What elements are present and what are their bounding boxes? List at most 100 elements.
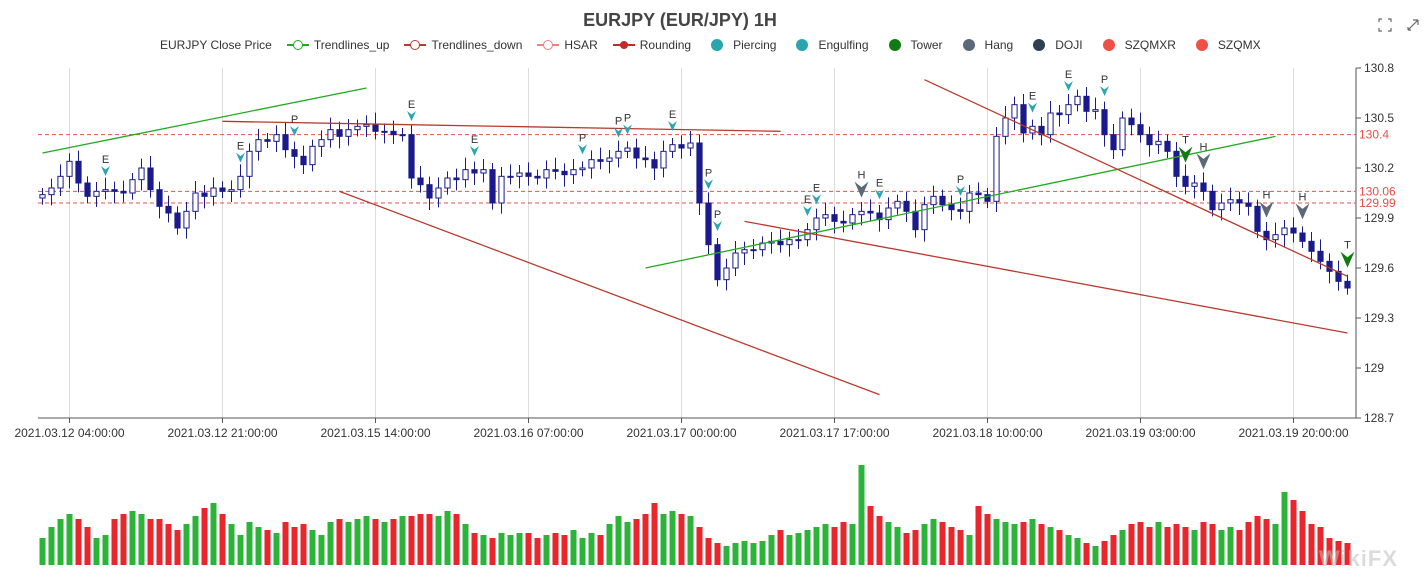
candle-body[interactable]	[129, 179, 136, 194]
candle-body[interactable]	[552, 169, 559, 172]
candle-body[interactable]	[984, 194, 991, 202]
volume-bar[interactable]	[75, 519, 82, 565]
volume-bar[interactable]	[246, 522, 253, 565]
candle-body[interactable]	[156, 189, 163, 207]
volume-bar[interactable]	[1290, 500, 1297, 565]
pattern-piercing-marker[interactable]	[614, 127, 623, 138]
candle-body[interactable]	[399, 134, 406, 137]
volume-bar[interactable]	[426, 514, 433, 565]
volume-bar[interactable]	[903, 533, 910, 565]
candle-body[interactable]	[1263, 230, 1270, 241]
volume-bar[interactable]	[1137, 522, 1144, 565]
pattern-piercing-marker[interactable]	[956, 186, 965, 196]
candle-body[interactable]	[264, 139, 271, 142]
candle-body[interactable]	[1065, 104, 1072, 116]
candle-body[interactable]	[372, 124, 379, 132]
volume-bar[interactable]	[930, 519, 937, 565]
candle-body[interactable]	[633, 147, 640, 159]
volume-bar[interactable]	[867, 506, 874, 565]
volume-bar[interactable]	[282, 522, 289, 565]
candle-body[interactable]	[678, 144, 685, 149]
candle-body[interactable]	[165, 205, 172, 214]
volume-bar[interactable]	[1254, 516, 1261, 565]
legend-item-piercing[interactable]: Piercing	[706, 38, 776, 52]
candle-body[interactable]	[912, 210, 919, 231]
volume-bar[interactable]	[507, 535, 514, 565]
candle-body[interactable]	[966, 192, 973, 212]
legend-item-hang[interactable]: Hang	[958, 38, 1013, 52]
candle-body[interactable]	[1245, 202, 1252, 207]
volume-bar[interactable]	[1263, 519, 1270, 565]
pattern-engulfing-marker[interactable]	[812, 194, 821, 205]
volume-bar[interactable]	[858, 465, 865, 565]
candle-body[interactable]	[273, 134, 280, 142]
volume-bar[interactable]	[642, 514, 649, 565]
volume-bar[interactable]	[1047, 527, 1054, 565]
candle-body[interactable]	[48, 187, 55, 196]
volume-bar[interactable]	[498, 533, 505, 565]
candle-body[interactable]	[975, 192, 982, 196]
candle-body[interactable]	[813, 217, 820, 231]
candle-body[interactable]	[336, 129, 343, 137]
candle-body[interactable]	[1218, 202, 1225, 211]
volume-bar[interactable]	[759, 541, 766, 565]
pattern-engulfing-marker[interactable]	[470, 146, 479, 156]
candle-body[interactable]	[345, 129, 352, 137]
candle-body[interactable]	[453, 177, 460, 181]
candle-body[interactable]	[957, 209, 964, 212]
candle-body[interactable]	[903, 200, 910, 212]
candle-body[interactable]	[1272, 234, 1279, 241]
volume-bar[interactable]	[435, 516, 442, 565]
candle-body[interactable]	[1227, 199, 1234, 204]
zoom-icon[interactable]	[1378, 18, 1392, 32]
pattern-hang-marker[interactable]	[1295, 203, 1310, 220]
candle-body[interactable]	[291, 149, 298, 157]
volume-bar[interactable]	[1299, 511, 1306, 565]
volume-bar[interactable]	[957, 530, 964, 565]
volume-bar[interactable]	[687, 516, 694, 565]
volume-bar[interactable]	[1245, 522, 1252, 565]
candle-body[interactable]	[669, 144, 676, 152]
candle-body[interactable]	[1191, 182, 1198, 187]
legend-item-szqmxr[interactable]: SZQMXR	[1098, 38, 1176, 52]
pattern-engulfing-marker[interactable]	[236, 152, 245, 163]
legend-item-rounding[interactable]: Rounding	[612, 38, 691, 52]
volume-bar[interactable]	[147, 519, 154, 565]
volume-bar[interactable]	[723, 546, 730, 565]
volume-bar[interactable]	[912, 530, 919, 565]
legend-item-eurjpy-close-price[interactable]: EURJPY Close Price	[160, 38, 272, 52]
pattern-piercing-marker[interactable]	[704, 179, 713, 190]
volume-bar[interactable]	[615, 516, 622, 565]
volume-bar[interactable]	[1074, 538, 1081, 565]
candle-body[interactable]	[1290, 227, 1297, 234]
candle-body[interactable]	[570, 169, 577, 176]
volume-bar[interactable]	[849, 524, 856, 565]
volume-bar[interactable]	[696, 527, 703, 565]
candle-body[interactable]	[192, 192, 199, 212]
volume-bar[interactable]	[1344, 543, 1351, 565]
candle-body[interactable]	[651, 159, 658, 169]
volume-bar[interactable]	[1272, 524, 1279, 565]
candle-body[interactable]	[1020, 104, 1027, 134]
candle-body[interactable]	[480, 169, 487, 174]
pattern-tower-marker[interactable]	[1178, 146, 1193, 163]
volume-bar[interactable]	[318, 535, 325, 565]
volume-bar[interactable]	[381, 522, 388, 565]
volume-bar[interactable]	[1056, 530, 1063, 565]
legend-item-doji[interactable]: DOJI	[1028, 38, 1083, 52]
volume-bar[interactable]	[1083, 543, 1090, 565]
candle-body[interactable]	[66, 160, 73, 177]
volume-bar[interactable]	[1101, 541, 1108, 565]
candle-body[interactable]	[210, 187, 217, 197]
candle-body[interactable]	[606, 157, 613, 162]
volume-bar[interactable]	[1173, 524, 1180, 565]
candle-body[interactable]	[687, 142, 694, 149]
volume-bar[interactable]	[741, 541, 748, 565]
candle-body[interactable]	[1128, 117, 1135, 126]
candle-body[interactable]	[723, 267, 730, 281]
volume-bar[interactable]	[129, 511, 136, 565]
volume-bar[interactable]	[543, 535, 550, 565]
candle-body[interactable]	[300, 155, 307, 166]
pattern-hang-marker[interactable]	[854, 181, 869, 198]
candle-body[interactable]	[642, 157, 649, 161]
